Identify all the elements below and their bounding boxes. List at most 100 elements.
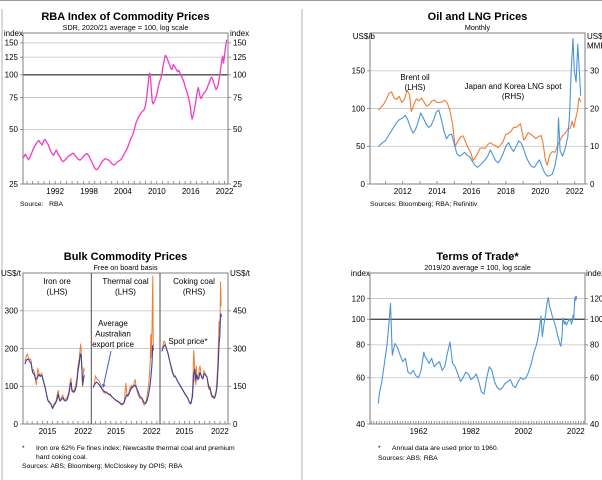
x-tick-label: 2020 bbox=[531, 187, 549, 196]
chart-subtitle: Free on board basis bbox=[94, 263, 158, 272]
y-tick-label-right: 300 bbox=[233, 344, 247, 353]
series-group bbox=[378, 38, 582, 177]
y-tick-label-left: 75 bbox=[9, 93, 18, 102]
y-axis-right: 30 20 10 0 bbox=[585, 67, 599, 189]
y-axis-left: 120 100 80 60 40 bbox=[352, 294, 370, 429]
y-tick-label-left: 100 bbox=[352, 315, 366, 324]
y-tick-label-right: 75 bbox=[233, 93, 242, 102]
y-tick-label-right: 20 bbox=[590, 104, 599, 113]
y-tick-label-left: 50 bbox=[9, 125, 18, 134]
axis-unit-label: US$/t bbox=[1, 269, 22, 278]
annotation-average: export price bbox=[92, 340, 134, 349]
x-tick-label: 2022 bbox=[74, 427, 92, 436]
annotation-arrowhead bbox=[102, 384, 106, 388]
y-tick-label-right: 0 bbox=[590, 180, 595, 189]
x-tick-label: 1998 bbox=[80, 187, 98, 196]
series-brent-oil-line bbox=[378, 89, 582, 166]
axis-unit-label: US$/b bbox=[353, 32, 376, 41]
y-tick-label-right: 0 bbox=[233, 420, 238, 429]
series-group bbox=[377, 296, 578, 404]
footnote: Iron ore 62% Fe fines index; Newcastle t… bbox=[36, 445, 235, 452]
annotation-brent-oil: Brent oil bbox=[400, 73, 430, 82]
y-tick-label-right: 125 bbox=[233, 53, 247, 62]
y-axis-left: 300 200 100 0 bbox=[5, 307, 23, 429]
y-tick-label-right: 10 bbox=[590, 142, 599, 151]
series-japan-and-korea-lng-spot-line bbox=[378, 38, 582, 177]
x-tick-label: 2014 bbox=[428, 187, 446, 196]
x-tick-label: 2010 bbox=[148, 187, 166, 196]
series-terms-of-trade-line bbox=[377, 296, 578, 404]
y-tick-label-left: 120 bbox=[352, 294, 366, 303]
y-tick-label-right: 40 bbox=[590, 420, 599, 429]
x-tick-label: 2015 bbox=[39, 427, 57, 436]
annotation-japan-and-korea-lng-spot: (RHS) bbox=[502, 92, 525, 101]
x-tick-label: 2012 bbox=[394, 187, 412, 196]
x-tick-label: 2004 bbox=[114, 187, 132, 196]
y-tick-label-right: 120 bbox=[590, 294, 602, 303]
y-tick-label-right: 25 bbox=[233, 180, 242, 189]
y-tick-label-right: 80 bbox=[590, 341, 599, 350]
y-tick-label-left: 50 bbox=[356, 142, 365, 151]
x-tick-label: 1992 bbox=[46, 187, 64, 196]
x-tick-label: 2015 bbox=[175, 427, 193, 436]
y-tick-label-left: 125 bbox=[5, 53, 19, 62]
footnote: * bbox=[22, 445, 25, 452]
y-tick-label-left: 100 bbox=[352, 104, 366, 113]
gridlines bbox=[370, 298, 585, 379]
footnote: Sources: ABS; RBA bbox=[378, 455, 438, 462]
axis-unit-label: index bbox=[4, 29, 23, 38]
x-tick-label: 2022 bbox=[211, 427, 229, 436]
axis-unit-label: US$/t bbox=[230, 269, 251, 278]
rba-index-of-commodity-prices-chart: 1992 1998 2004 2010 2016 20221501251007550251… bbox=[4, 11, 249, 208]
series-iron-ore-spot-price-line bbox=[24, 343, 85, 409]
annotation-arrow bbox=[102, 350, 112, 387]
annotation-thermal-coal: (LHS) bbox=[115, 288, 136, 297]
chart-quadrant-bottom-left: 2015 2022 2015 2022 2015 2022 300 200 100 0 450 300… bbox=[0, 240, 301, 480]
x-tick-label: 2022 bbox=[567, 427, 585, 436]
y-tick-label-left: 0 bbox=[361, 180, 366, 189]
annotation-brent-oil: (LHS) bbox=[405, 83, 426, 92]
y-tick-label-left: 150 bbox=[5, 39, 19, 48]
axis-unit-label: US$/ bbox=[587, 32, 602, 41]
axis-unit-label: index bbox=[351, 269, 370, 278]
x-tick-label: 2022 bbox=[216, 187, 234, 196]
axis-unit-label: index bbox=[586, 269, 602, 278]
footnote: Annual data are used prior to 1960. bbox=[392, 445, 499, 452]
chart-subtitle: SDR, 2020/21 average = 100, log scale bbox=[63, 23, 189, 32]
y-axis-left: 150 100 50 0 bbox=[352, 67, 370, 189]
y-tick-label-right: 100 bbox=[590, 315, 602, 324]
footnote: Source: RBA bbox=[20, 201, 64, 208]
gridlines bbox=[370, 70, 585, 147]
chart-quadrant-top-right: 2012 2014 2016 2018 2020 2022 150 100 50 0 30 20 10 0… bbox=[301, 0, 602, 240]
y-tick-label-left: 100 bbox=[5, 71, 19, 80]
y-axis-right: 450 300 150 0 bbox=[228, 307, 247, 429]
annotation-coking-coal: (RHS) bbox=[183, 288, 206, 297]
y-tick-label-left: 25 bbox=[9, 180, 18, 189]
y-axis-left: 150 125 100 75 50 25 bbox=[5, 39, 23, 189]
plot-border bbox=[369, 272, 586, 425]
x-axis: 2012 2014 2016 2018 2020 2022 bbox=[385, 181, 584, 196]
chart-title: Terms of Trade* bbox=[436, 251, 519, 263]
y-tick-label-left: 0 bbox=[14, 420, 19, 429]
y-tick-label-left: 60 bbox=[356, 373, 365, 382]
plot-border bbox=[22, 32, 229, 185]
x-tick-label: 1962 bbox=[410, 427, 428, 436]
annotation-japan-and-korea-lng-spot: Japan and Korea LNG spot bbox=[465, 82, 563, 91]
y-tick-label-left: 300 bbox=[5, 307, 19, 316]
y-tick-label-right: 450 bbox=[233, 307, 247, 316]
chart-title: Bulk Commodity Prices bbox=[64, 251, 187, 263]
axis-unit-label: index bbox=[230, 29, 249, 38]
y-tick-label-left: 150 bbox=[352, 67, 366, 76]
y-tick-label-right: 100 bbox=[233, 71, 247, 80]
chart-title: Oil and LNG Prices bbox=[428, 11, 528, 23]
y-tick-label-left: 40 bbox=[356, 420, 365, 429]
oil-and-lng-prices-chart: 2012 2014 2016 2018 2020 20221501005003020100… bbox=[352, 11, 602, 208]
series-thermal-coal-spot-price-line bbox=[92, 275, 154, 406]
x-tick-label: 2002 bbox=[514, 427, 532, 436]
y-tick-label-right: 50 bbox=[233, 125, 242, 134]
x-tick-label: 2018 bbox=[497, 187, 515, 196]
series-rba-index-of-commodity-prices-line bbox=[23, 39, 228, 171]
x-axis: 1962 1982 2002 2022 bbox=[370, 421, 585, 436]
y-tick-label-left: 80 bbox=[356, 341, 365, 350]
